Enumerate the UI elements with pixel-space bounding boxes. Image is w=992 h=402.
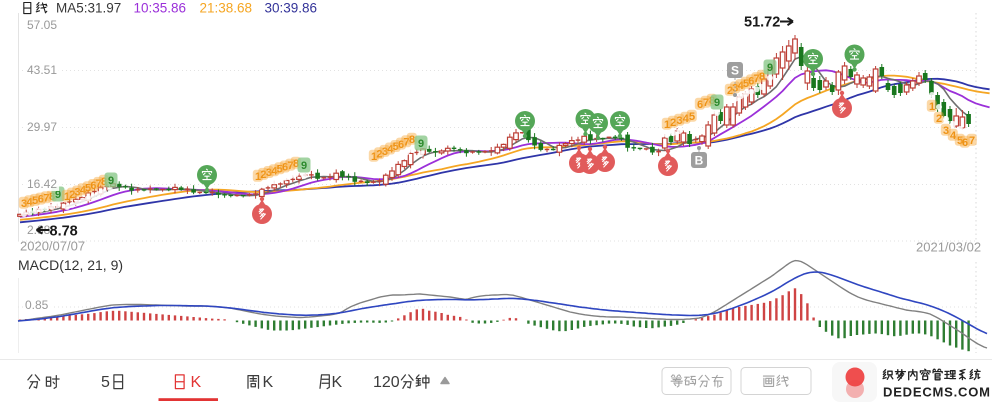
svg-text:3: 3 xyxy=(676,115,682,127)
svg-text:7: 7 xyxy=(404,136,410,148)
svg-text:5: 5 xyxy=(101,374,110,391)
svg-text:2: 2 xyxy=(260,169,266,181)
svg-text:6: 6 xyxy=(38,194,44,206)
svg-text:30:39.86: 30:39.86 xyxy=(265,1,318,16)
svg-text:2: 2 xyxy=(727,85,733,97)
svg-text:5: 5 xyxy=(85,182,91,194)
svg-text:2: 2 xyxy=(376,149,382,161)
svg-text:21:38.68: 21:38.68 xyxy=(200,1,253,16)
svg-text:9: 9 xyxy=(714,97,720,109)
svg-text:4: 4 xyxy=(950,130,957,142)
svg-text:2021/03/02: 2021/03/02 xyxy=(916,240,981,255)
svg-text:9: 9 xyxy=(767,62,773,74)
svg-text:7: 7 xyxy=(703,97,709,109)
svg-text:8: 8 xyxy=(101,176,107,188)
svg-text:10:35.86: 10:35.86 xyxy=(134,1,187,16)
svg-text:1: 1 xyxy=(64,191,70,203)
svg-text:1: 1 xyxy=(929,101,935,113)
svg-text:3: 3 xyxy=(266,167,272,179)
svg-text:57.05: 57.05 xyxy=(27,18,57,32)
svg-text:7: 7 xyxy=(754,73,760,85)
svg-text:9: 9 xyxy=(55,189,61,201)
svg-text:9: 9 xyxy=(418,138,424,150)
svg-text:8.78: 8.78 xyxy=(50,224,78,240)
svg-text:2: 2 xyxy=(670,117,676,129)
svg-text:5: 5 xyxy=(743,78,749,90)
svg-text:5: 5 xyxy=(32,195,38,207)
svg-text:5: 5 xyxy=(957,135,963,147)
svg-text:6: 6 xyxy=(748,76,754,88)
svg-text:5: 5 xyxy=(689,111,695,123)
svg-text:0.85: 0.85 xyxy=(25,298,49,312)
svg-text:9: 9 xyxy=(301,160,307,172)
svg-text:120: 120 xyxy=(373,374,400,391)
svg-text:2020/07/07: 2020/07/07 xyxy=(20,239,85,254)
svg-text:6: 6 xyxy=(398,139,404,151)
svg-text:4: 4 xyxy=(80,185,87,197)
svg-text:6: 6 xyxy=(697,99,703,111)
svg-text:MACD(12, 21, 9): MACD(12, 21, 9) xyxy=(18,257,123,273)
svg-text:DEDECMS.COM: DEDECMS.COM xyxy=(883,385,991,400)
svg-text:8: 8 xyxy=(759,71,765,83)
svg-text:2: 2 xyxy=(936,113,942,125)
svg-text:2: 2 xyxy=(69,189,75,201)
svg-text:51.72: 51.72 xyxy=(744,15,780,31)
svg-text:MA5:31.97: MA5:31.97 xyxy=(56,1,121,16)
svg-text:B: B xyxy=(695,153,704,167)
svg-text:1: 1 xyxy=(255,171,261,183)
svg-text:29.97: 29.97 xyxy=(27,120,57,134)
svg-text:K: K xyxy=(191,374,202,391)
svg-text:S: S xyxy=(731,63,739,77)
svg-text:7: 7 xyxy=(96,178,102,190)
svg-text:3: 3 xyxy=(382,146,388,158)
svg-text:43.51: 43.51 xyxy=(27,63,57,77)
svg-text:1: 1 xyxy=(664,119,670,131)
svg-text:7: 7 xyxy=(969,135,975,147)
svg-text:7: 7 xyxy=(288,160,294,172)
svg-text:4: 4 xyxy=(27,197,34,209)
svg-text:4: 4 xyxy=(738,80,745,92)
svg-text:4: 4 xyxy=(387,144,394,156)
svg-text:4: 4 xyxy=(271,165,278,177)
svg-text:5: 5 xyxy=(277,164,283,176)
svg-text:9: 9 xyxy=(108,175,114,187)
svg-text:6: 6 xyxy=(90,180,96,192)
svg-text:7: 7 xyxy=(43,192,49,204)
svg-text:3: 3 xyxy=(21,198,27,210)
svg-text:8: 8 xyxy=(409,134,415,146)
svg-text:3: 3 xyxy=(732,83,738,95)
svg-text:3: 3 xyxy=(75,187,81,199)
svg-text:6: 6 xyxy=(962,137,968,149)
svg-text:16.42: 16.42 xyxy=(27,177,57,191)
svg-text:8: 8 xyxy=(293,158,299,170)
svg-text:K: K xyxy=(263,374,274,391)
svg-text:K: K xyxy=(332,374,343,391)
svg-text:1: 1 xyxy=(371,151,377,163)
svg-text:4: 4 xyxy=(683,113,690,125)
svg-text:6: 6 xyxy=(282,162,288,174)
svg-text:3: 3 xyxy=(943,125,949,137)
svg-text:5: 5 xyxy=(393,141,399,153)
